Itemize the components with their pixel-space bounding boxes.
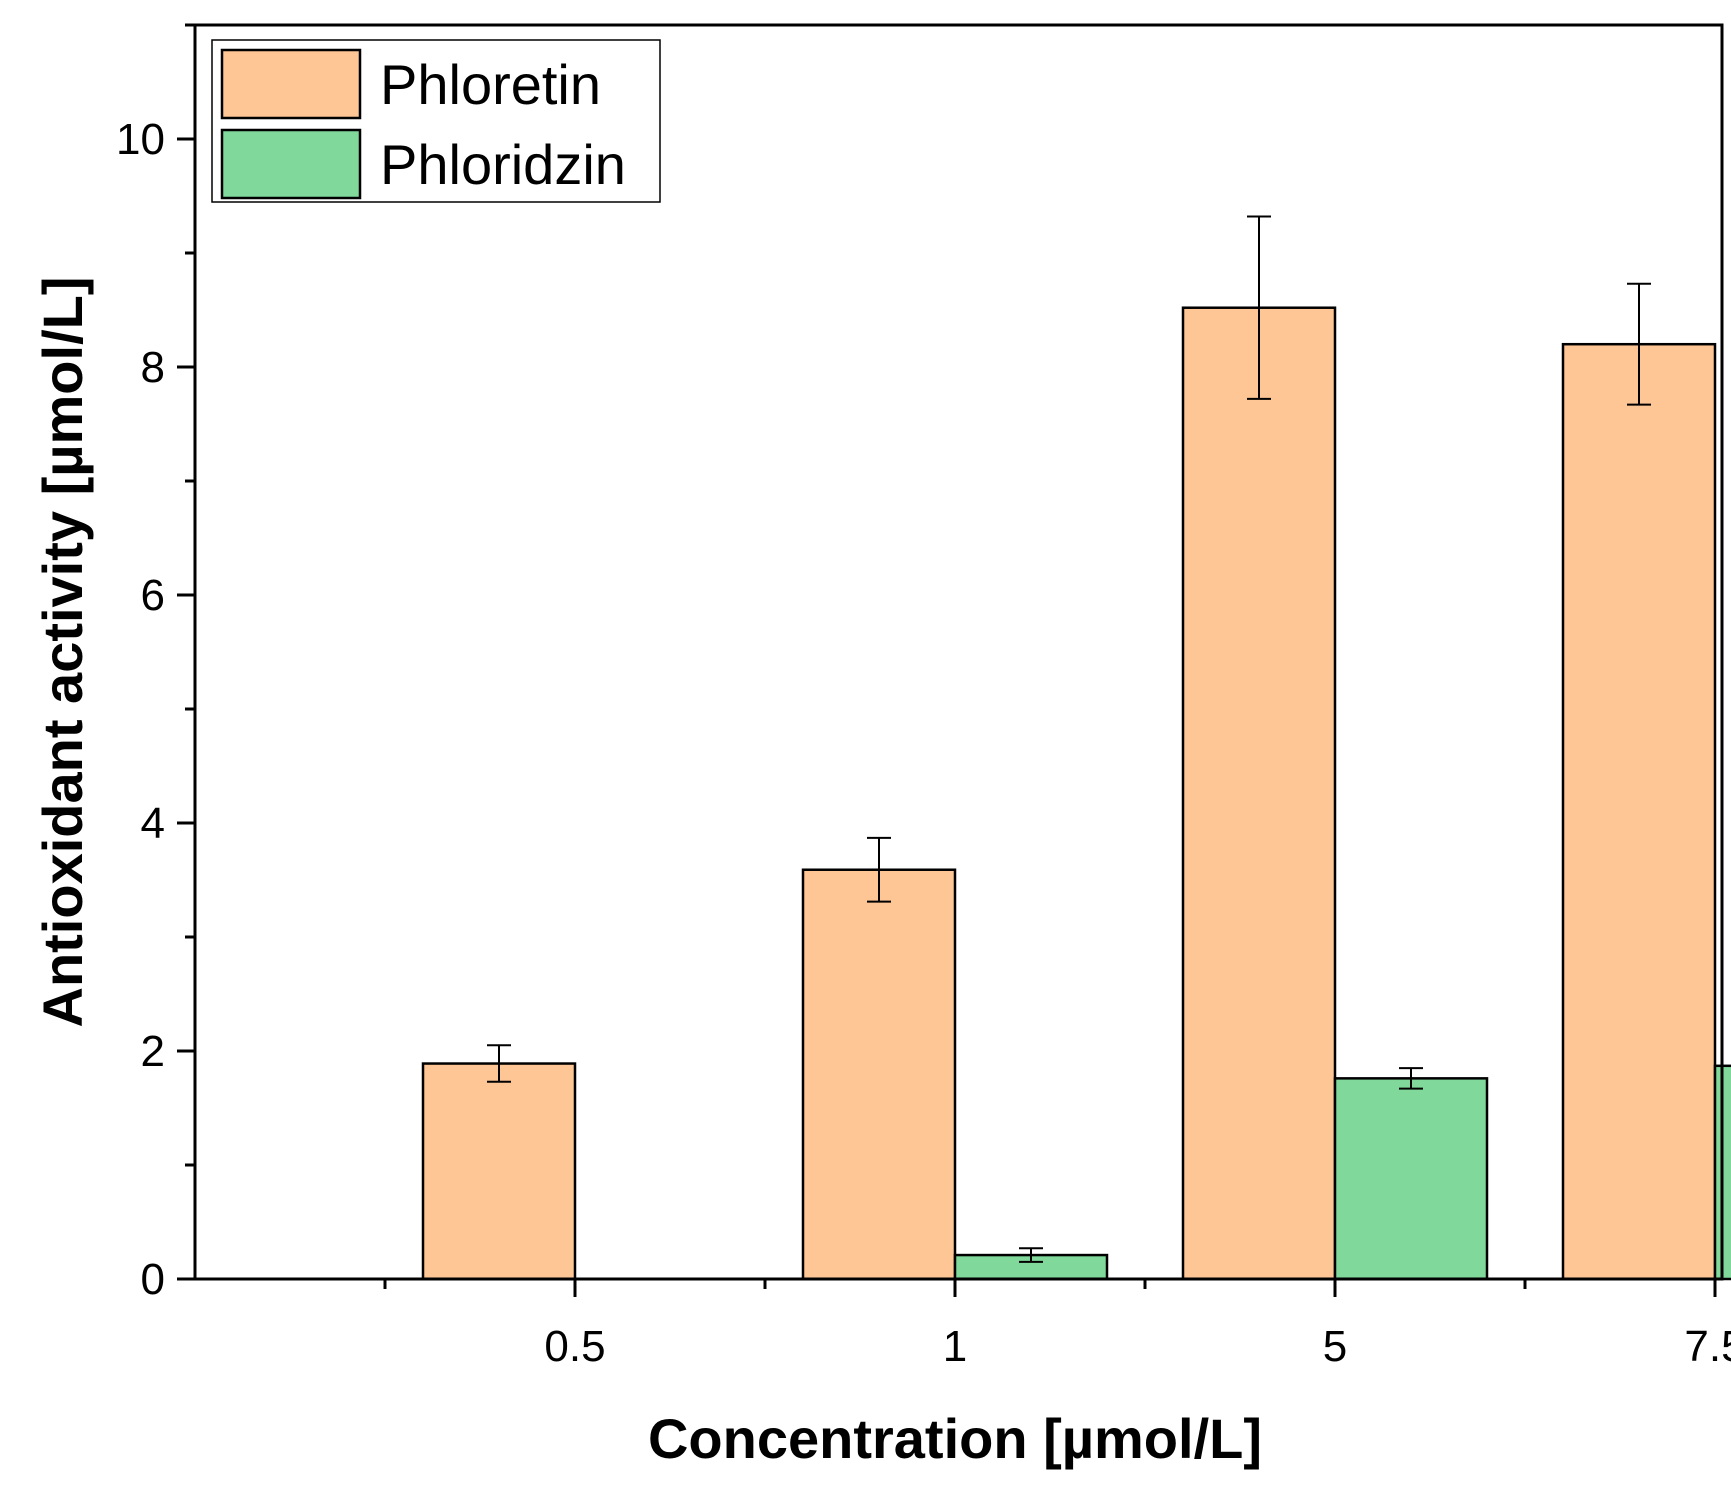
error-bar-phloridzin-5	[1399, 1067, 1423, 1090]
y-tick-label-8: 8	[141, 343, 165, 392]
bar-phloretin-0.5	[421, 1062, 577, 1281]
x-tick-label-5: 5	[1323, 1322, 1347, 1371]
x-axis-title: Concentration [µmol/L]	[648, 1407, 1262, 1470]
y-tick-label-10: 10	[116, 115, 165, 164]
x-tick-label-7.5: 7.5	[1684, 1322, 1731, 1371]
bar-phloretin-7.5	[1561, 342, 1717, 1281]
axes: 0 2 4 6 8 10 0.5 1 5 7.5	[116, 23, 1731, 1371]
y-tick-label-4: 4	[141, 799, 165, 848]
error-bar-phloretin-5	[1247, 215, 1271, 400]
y-tick-label-0: 0	[141, 1255, 165, 1304]
bar-phloretin-1	[801, 868, 957, 1281]
x-tick-label-1: 1	[943, 1322, 967, 1371]
plot-area	[421, 215, 1731, 1281]
error-bar-phloridzin-1	[1019, 1247, 1043, 1263]
plot-frame	[193, 23, 1724, 1281]
legend-swatch-phloridzin	[220, 128, 362, 200]
legend: Phloretin Phloridzin	[211, 39, 661, 203]
legend-label-phloretin: Phloretin	[380, 53, 601, 116]
bar-phloridzin-5	[1333, 1077, 1489, 1281]
error-bar-phloretin-1	[867, 836, 891, 903]
y-axis-title: Antioxidant activity [µmol/L]	[31, 277, 94, 1028]
x-tick-label-0.5: 0.5	[544, 1322, 605, 1371]
bar-phloretin-5	[1181, 306, 1337, 1281]
y-tick-label-6: 6	[141, 571, 165, 620]
legend-label-phloridzin: Phloridzin	[380, 133, 626, 196]
error-bar-phloretin-0.5	[487, 1044, 511, 1083]
error-bar-phloretin-7.5	[1627, 282, 1651, 406]
y-tick-label-2: 2	[141, 1027, 165, 1076]
legend-swatch-phloretin	[220, 48, 362, 120]
